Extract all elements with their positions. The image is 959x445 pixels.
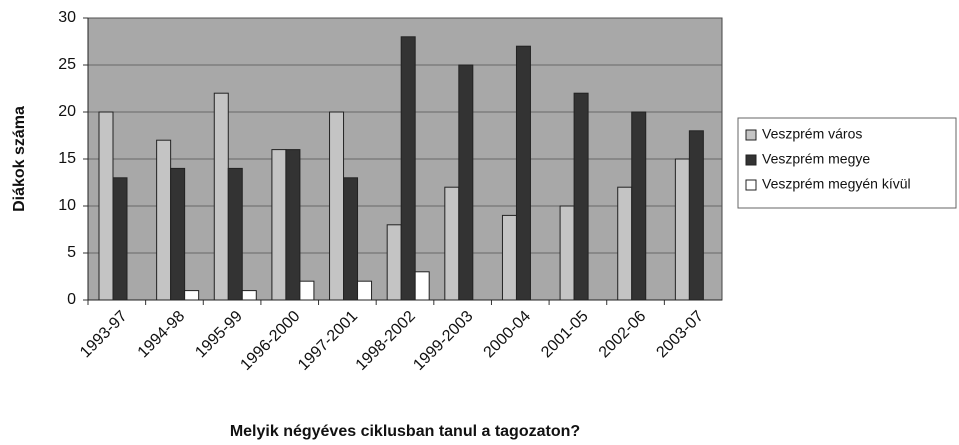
x-tick-label: 1999-2003 bbox=[410, 308, 476, 374]
bar bbox=[386, 224, 402, 301]
legend-box bbox=[737, 117, 957, 209]
bar bbox=[688, 130, 704, 301]
x-tick-label: 2003-07 bbox=[653, 308, 707, 362]
legend-swatch bbox=[745, 179, 757, 191]
bar bbox=[184, 290, 200, 301]
bar bbox=[271, 149, 287, 301]
legend-swatch bbox=[745, 154, 757, 166]
bar bbox=[357, 280, 373, 301]
bar bbox=[631, 111, 647, 301]
bar bbox=[241, 290, 257, 301]
bar bbox=[400, 36, 416, 301]
y-tick-label: 15 bbox=[58, 150, 76, 167]
bar bbox=[98, 111, 114, 301]
y-tick-label: 0 bbox=[67, 291, 76, 308]
x-tick-label: 1993-97 bbox=[77, 308, 131, 362]
y-tick-label: 5 bbox=[67, 244, 76, 261]
bar bbox=[213, 92, 229, 301]
y-tick-label: 30 bbox=[58, 9, 76, 26]
legend-swatch bbox=[745, 129, 757, 141]
bar bbox=[329, 111, 345, 301]
bar bbox=[444, 186, 460, 301]
x-tick-label: 1996-2000 bbox=[237, 308, 303, 374]
x-tick-label: 1998-2002 bbox=[353, 308, 419, 374]
bar bbox=[573, 92, 589, 301]
x-tick-label: 2000-04 bbox=[481, 308, 535, 362]
bar bbox=[559, 205, 575, 301]
x-tick-label: 1997-2001 bbox=[295, 308, 361, 374]
bar bbox=[414, 271, 430, 301]
bar bbox=[515, 45, 531, 301]
y-tick-label: 10 bbox=[58, 197, 76, 214]
bar bbox=[227, 167, 243, 301]
x-axis-label: Melyik négyéves ciklusban tanul a tagoza… bbox=[230, 423, 580, 440]
y-tick-label: 25 bbox=[58, 56, 76, 73]
bar bbox=[170, 167, 186, 301]
x-tick-label: 1995-99 bbox=[192, 308, 246, 362]
legend-label: Veszprém megye bbox=[762, 151, 870, 167]
x-tick-label: 1994-98 bbox=[135, 308, 189, 362]
bar bbox=[285, 149, 301, 301]
bar bbox=[458, 64, 474, 301]
legend-label: Veszprém megyén kívül bbox=[762, 176, 911, 192]
bar bbox=[674, 158, 690, 301]
legend-label: Veszprém város bbox=[762, 126, 862, 142]
bar bbox=[501, 214, 517, 301]
bar bbox=[617, 186, 633, 301]
bar bbox=[299, 280, 315, 301]
y-axis-label: Diákok száma bbox=[11, 106, 28, 212]
bar bbox=[112, 177, 128, 301]
bar bbox=[343, 177, 359, 301]
x-tick-label: 2002-06 bbox=[596, 308, 650, 362]
bar bbox=[156, 139, 172, 301]
x-tick-label: 2001-05 bbox=[538, 308, 592, 362]
y-tick-label: 20 bbox=[58, 103, 76, 120]
